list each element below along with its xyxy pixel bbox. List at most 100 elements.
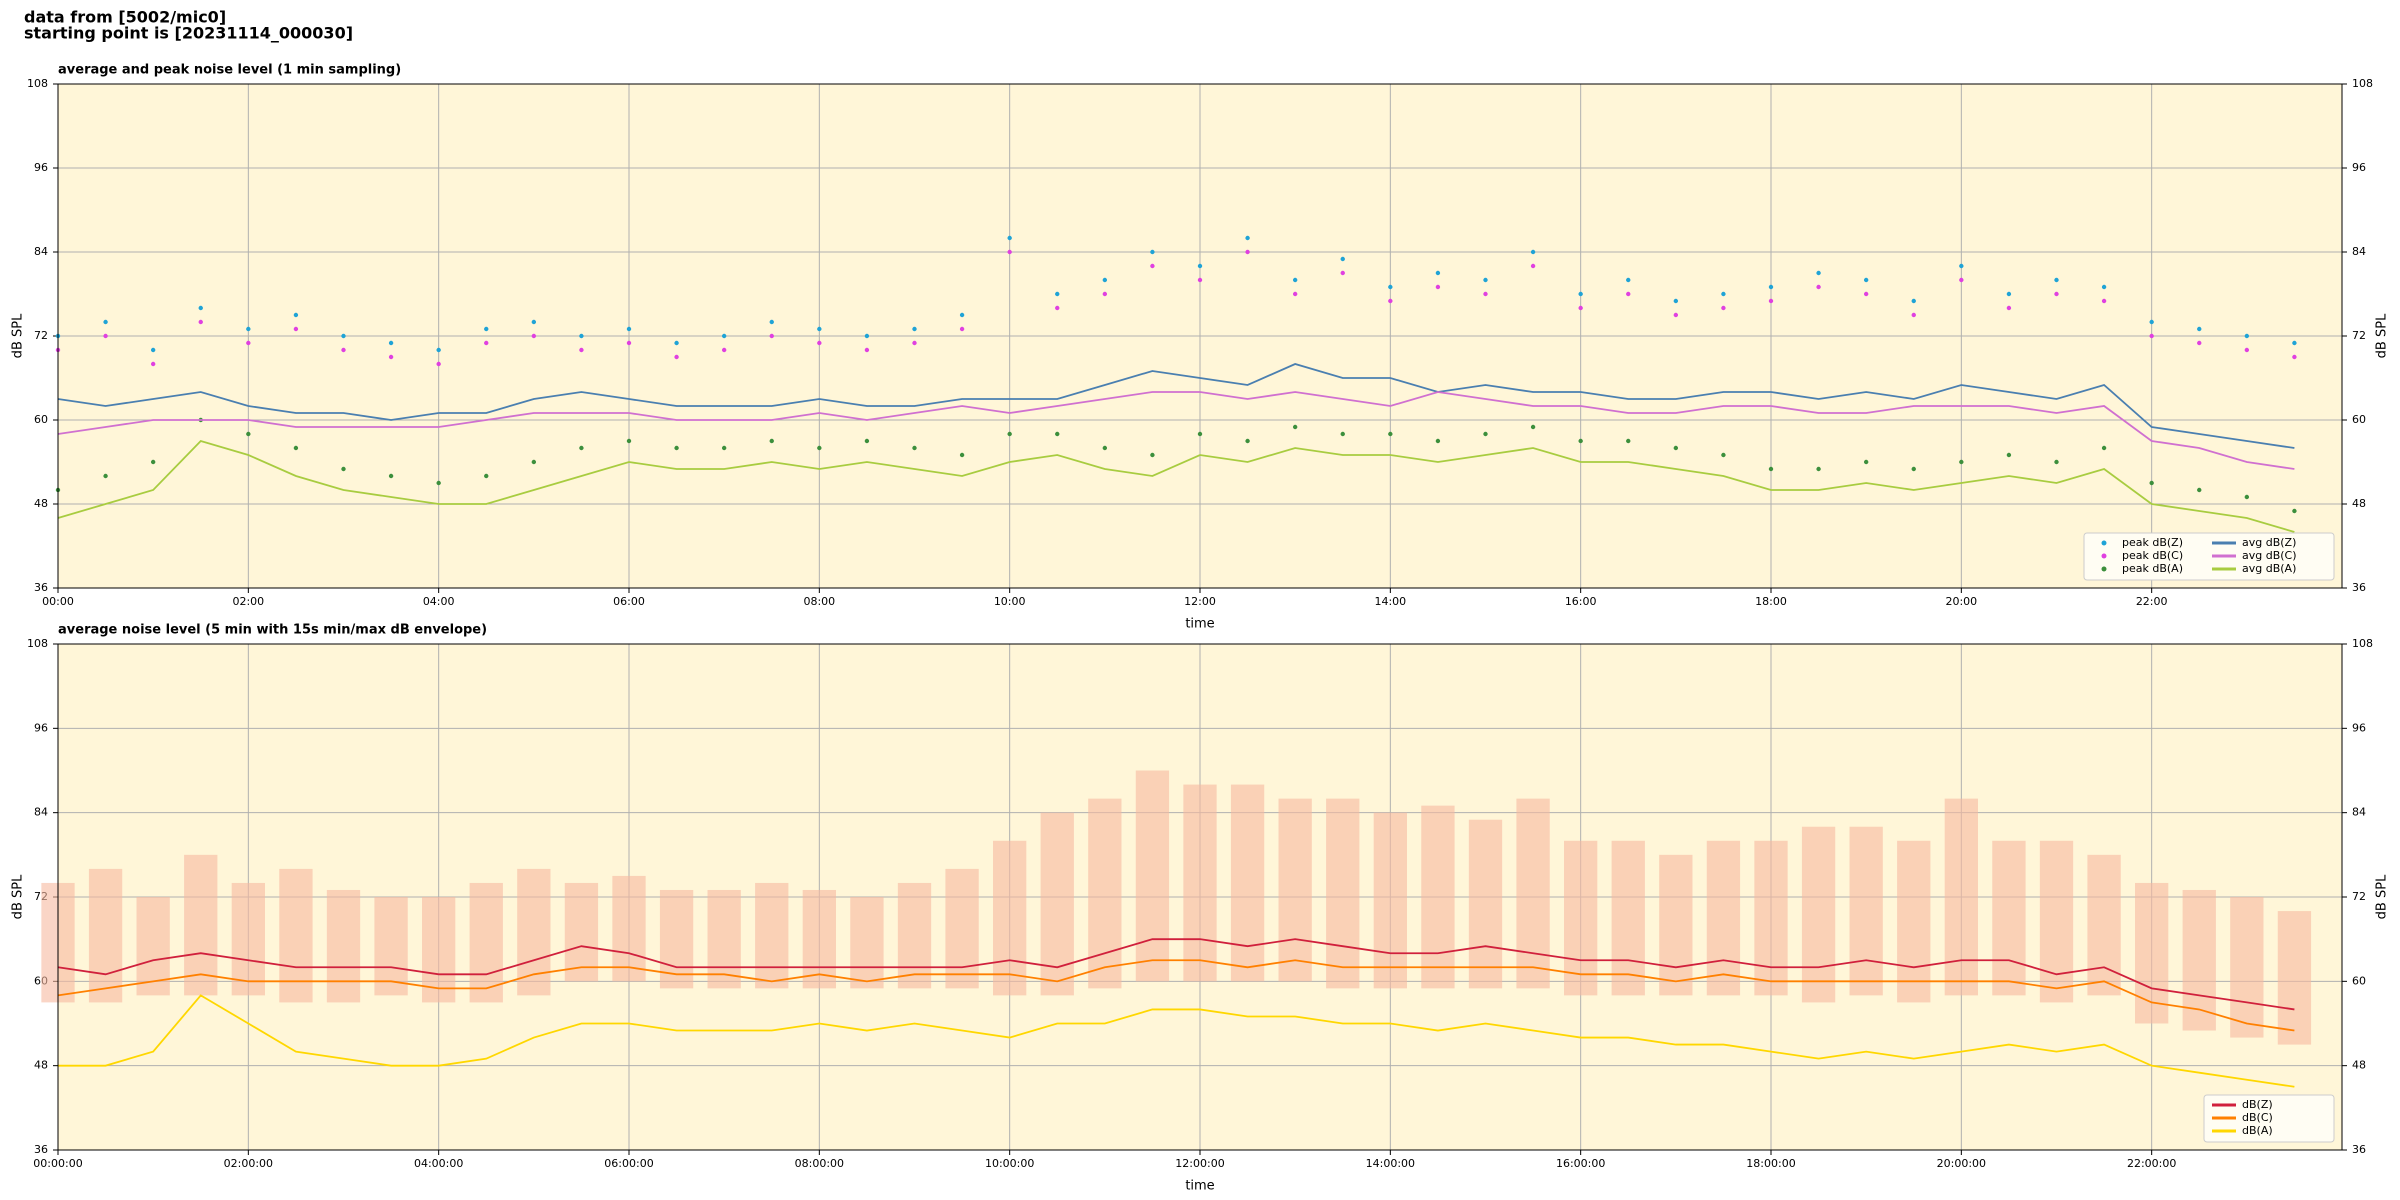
envelope-band — [231, 882, 265, 996]
y-tick-label: 108 — [2352, 637, 2373, 650]
x-tick-label: 00:00:00 — [33, 1157, 82, 1170]
envelope-band — [1373, 812, 1407, 989]
peak-point — [531, 333, 537, 339]
peak-point — [531, 459, 537, 465]
legend-box — [2203, 1094, 2335, 1143]
peak-point — [150, 361, 156, 367]
peak-point — [912, 340, 917, 346]
peak-point — [1245, 438, 1250, 444]
peak-point — [959, 312, 965, 318]
legend-label: avg dB(A) — [2242, 562, 2296, 575]
peak-point — [1530, 263, 1536, 269]
peak-point — [1197, 431, 1203, 437]
peak-point — [2006, 305, 2012, 311]
y-tick-label: 84 — [2352, 806, 2366, 819]
envelope-band — [2135, 882, 2169, 1024]
legend-label: dB(C) — [2242, 1111, 2273, 1124]
envelope-band — [1421, 805, 1455, 989]
x-tick-label: 06:00:00 — [604, 1157, 653, 1170]
envelope-band — [897, 882, 932, 989]
peak-point — [388, 340, 394, 346]
x-tick-label: 12:00:00 — [1175, 1157, 1224, 1170]
y-tick-label: 84 — [2352, 245, 2366, 258]
peak-point — [674, 354, 679, 360]
x-tick-label: 18:00:00 — [1746, 1157, 1795, 1170]
envelope-band — [1611, 840, 1645, 996]
peak-point — [436, 347, 441, 353]
envelope-band — [1230, 784, 1265, 982]
peak-point — [246, 431, 251, 437]
x-tick-label: 04:00 — [423, 595, 455, 608]
legend-marker — [2101, 540, 2107, 546]
peak-point — [2197, 340, 2202, 346]
envelope-band — [1468, 819, 1503, 989]
peak-point — [1721, 305, 1726, 311]
envelope-band — [422, 897, 456, 1003]
y-tick-label: 96 — [34, 721, 48, 734]
series-line — [57, 439, 2295, 533]
legend-label: avg dB(Z) — [2242, 536, 2296, 549]
peak-point — [1530, 249, 1536, 255]
peak-point — [2149, 333, 2154, 339]
peak-point — [1245, 249, 1250, 255]
peak-point — [1483, 291, 1488, 297]
peak-point — [1816, 466, 1821, 472]
peak-point — [2101, 445, 2107, 451]
x-axis-label: time — [1185, 1179, 1214, 1194]
x-tick-label: 02:00:00 — [224, 1157, 273, 1170]
peak-point — [1388, 431, 1393, 437]
peak-point — [721, 347, 727, 353]
peak-point — [1197, 277, 1203, 283]
envelope-band — [279, 868, 313, 1003]
peak-point — [484, 473, 489, 479]
peak-point — [1816, 284, 1821, 290]
legend-label: peak dB(C) — [2122, 549, 2183, 562]
chart-title: average noise level (5 min with 15s min/… — [58, 623, 487, 638]
peak-point — [2244, 347, 2250, 353]
y-tick-label: 60 — [2352, 974, 2366, 987]
y-tick-label: 108 — [27, 77, 48, 90]
peak-point — [1055, 291, 1060, 297]
envelope-band — [374, 897, 408, 996]
peak-point — [1578, 438, 1583, 444]
peak-point — [2292, 354, 2297, 360]
peak-point — [1863, 277, 1869, 283]
legend-label: dB(Z) — [2242, 1098, 2273, 1111]
y-axis-label: dB SPL — [11, 874, 26, 919]
peak-point — [388, 354, 394, 360]
peak-point — [436, 361, 441, 367]
envelope-band — [1564, 840, 1598, 996]
x-tick-label: 18:00 — [1755, 595, 1787, 608]
plot-frame — [57, 83, 2343, 589]
peak-point — [1150, 263, 1155, 269]
peak-point — [721, 445, 727, 451]
y-tick-label: 84 — [34, 245, 48, 258]
y-axis-label: dB SPL — [11, 313, 26, 358]
y-tick-label: 36 — [2352, 581, 2366, 594]
y-axis-label: dB SPL — [2375, 313, 2390, 358]
peak-point — [1768, 298, 1774, 304]
peak-point — [769, 333, 774, 339]
peak-point — [1055, 305, 1060, 311]
peak-point — [436, 480, 441, 486]
y-tick-label: 72 — [34, 329, 48, 342]
envelope-band — [184, 854, 218, 996]
x-tick-label: 12:00 — [1184, 595, 1216, 608]
peak-point — [1007, 249, 1012, 255]
peak-point — [484, 326, 489, 332]
y-tick-label: 48 — [2352, 497, 2366, 510]
envelope-band — [1088, 798, 1122, 989]
peak-point — [1388, 298, 1393, 304]
peak-point — [246, 340, 251, 346]
peak-point — [674, 340, 679, 346]
y-tick-label: 72 — [2352, 329, 2366, 342]
peak-point — [103, 333, 108, 339]
envelope-band — [1135, 770, 1170, 982]
peak-point — [1530, 424, 1536, 430]
series-line — [57, 959, 2295, 1032]
peak-point — [864, 438, 870, 444]
series-line — [57, 938, 2295, 1011]
peak-point — [1578, 291, 1583, 297]
peak-point — [1340, 431, 1345, 437]
peak-point — [1959, 459, 1964, 465]
